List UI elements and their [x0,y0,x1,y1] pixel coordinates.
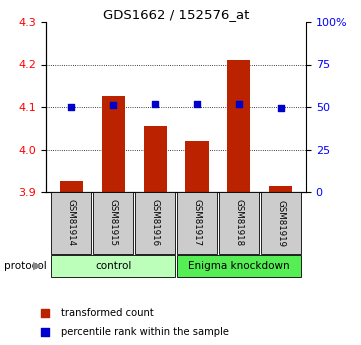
Point [110,102,116,108]
Point [43,329,48,335]
Text: GSM81917: GSM81917 [192,199,201,247]
Point [194,101,200,107]
Bar [186,141,209,192]
Point [152,101,158,107]
FancyBboxPatch shape [51,255,175,277]
Text: GSM81915: GSM81915 [109,199,118,247]
Text: GSM81914: GSM81914 [67,199,76,247]
Text: Enigma knockdown: Enigma knockdown [188,261,290,271]
Text: protocol: protocol [4,261,46,271]
Point [278,106,284,111]
Text: GSM81919: GSM81919 [276,199,285,246]
Title: GDS1662 / 152576_at: GDS1662 / 152576_at [103,8,249,21]
FancyBboxPatch shape [219,192,259,254]
Bar [144,126,166,192]
FancyBboxPatch shape [261,192,301,254]
Text: GSM81918: GSM81918 [234,199,243,247]
FancyBboxPatch shape [93,192,133,254]
FancyBboxPatch shape [177,192,217,254]
Bar [227,60,251,192]
Point [68,104,74,110]
Text: GSM81916: GSM81916 [151,199,160,247]
Bar [269,186,292,192]
Text: control: control [95,261,131,271]
Bar [101,96,125,192]
FancyBboxPatch shape [177,255,301,277]
Text: transformed count: transformed count [61,308,153,318]
Point [236,101,242,107]
FancyBboxPatch shape [51,192,91,254]
Text: percentile rank within the sample: percentile rank within the sample [61,327,229,337]
Point [43,310,48,315]
FancyBboxPatch shape [135,192,175,254]
Text: ▶: ▶ [33,261,42,271]
Bar [60,181,83,192]
